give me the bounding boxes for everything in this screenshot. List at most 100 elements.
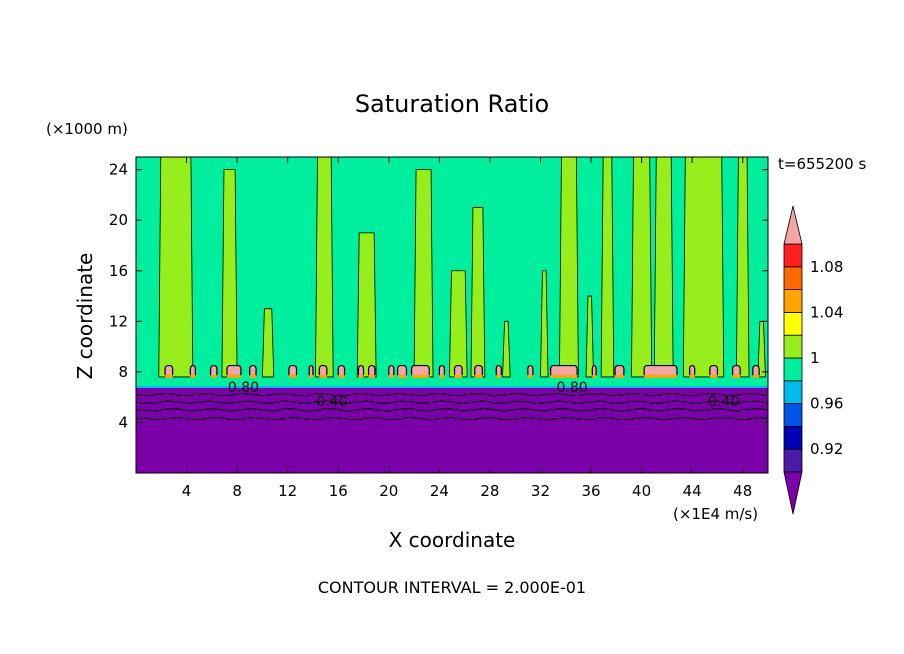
supersaturated-column: [470, 207, 486, 378]
supersaturated-column: [502, 320, 511, 378]
cloud-base-band: [288, 374, 297, 378]
colorbar-under-arrow: [783, 471, 803, 515]
x-tick-label: 12: [278, 482, 297, 500]
supersaturated-column: [682, 157, 725, 378]
cloud-base-band: [550, 374, 578, 378]
x-tick-label: 40: [632, 482, 651, 500]
x-tick-label: 24: [430, 482, 449, 500]
cloud-base-band: [319, 374, 327, 378]
cloud-base-band: [249, 374, 257, 378]
y-axis-label: Z coordinate: [73, 253, 97, 380]
cloud-base-band: [165, 374, 173, 378]
supersaturated-column: [449, 270, 468, 378]
x-tick-label: 16: [329, 482, 348, 500]
contour-line: [136, 416, 768, 421]
colorbar-swatch: [783, 266, 803, 290]
contour-label: 0.80: [556, 380, 587, 396]
contour-label: 0.40: [708, 394, 739, 410]
contour-interval-note: CONTOUR INTERVAL = 2.000E-01: [318, 578, 586, 597]
x-tick-label: 48: [733, 482, 752, 500]
supersaturated-column: [158, 157, 194, 378]
colorbar-over-arrow: [783, 205, 803, 245]
colorbar-swatch: [783, 334, 803, 359]
supersaturated-column: [356, 232, 377, 378]
x-axis-label: X coordinate: [389, 528, 516, 552]
saturation-field: 0.80 0.40 0.80 0.40: [136, 157, 768, 473]
cloud-base-band: [210, 374, 217, 378]
colorbar-tick-label: 1.08: [810, 258, 843, 276]
cloud-base-band: [615, 374, 624, 378]
contour-line: [136, 400, 768, 405]
cloud-base-band: [368, 374, 375, 378]
y-axis-unit: (×1000 m): [46, 120, 128, 138]
cloud-base-band: [190, 374, 196, 378]
supersaturated-column: [540, 270, 549, 378]
cloud-base-band: [338, 374, 345, 378]
cloud-base-band: [496, 374, 502, 378]
contour-line: [136, 407, 768, 412]
plot-frame: [135, 156, 769, 474]
supersaturated-column: [413, 169, 434, 378]
colorbar-tick-label: 0.92: [810, 440, 843, 458]
supersaturated-column: [315, 157, 334, 378]
cloud-base-band: [644, 374, 677, 378]
contour-label: 0.40: [316, 394, 347, 410]
supersaturated-column: [559, 157, 579, 378]
colorbar-swatch: [783, 380, 803, 404]
y-tick-label: 12: [109, 312, 128, 330]
cloud-base-band: [358, 374, 364, 378]
colorbar-swatch: [783, 289, 803, 313]
colorbar-swatch: [783, 311, 803, 336]
cloud-base-band: [454, 374, 463, 378]
colorbar-swatch: [783, 357, 803, 382]
supersaturated-column: [735, 157, 750, 378]
cloud-base-band: [474, 374, 483, 378]
supersaturated-column: [585, 295, 594, 378]
colorbar-tick-label: 1: [810, 349, 820, 367]
colorbar-swatch: [783, 425, 803, 450]
cloud-base-band: [411, 374, 430, 378]
supersaturated-column: [221, 169, 238, 378]
x-tick-label: 32: [531, 482, 550, 500]
supersaturated-column: [631, 157, 653, 378]
colorbar-swatch: [783, 403, 803, 427]
contour-line: [136, 392, 768, 397]
colorbar-tick-label: 1.04: [810, 303, 843, 321]
supersaturated-column: [261, 308, 275, 378]
cloud-base-band: [388, 374, 394, 378]
x-tick-label: 8: [232, 482, 242, 500]
colorbar-tick-label: 0.96: [810, 395, 843, 413]
time-label: t=655200 s: [778, 155, 866, 173]
cloud-base-band: [439, 374, 445, 378]
y-tick-label: 16: [109, 262, 128, 280]
x-tick-label: 20: [379, 482, 398, 500]
colorbar-swatch: [783, 448, 803, 473]
x-tick-label: 28: [480, 482, 499, 500]
y-tick-label: 8: [118, 363, 128, 381]
colorbar: 0.92 0.96 1 1.04 1.08: [783, 205, 843, 515]
cloud-base-band: [709, 374, 718, 378]
x-tick-label: 4: [182, 482, 192, 500]
x-axis-unit: (×1E4 m/s): [673, 505, 758, 523]
supersaturated-column: [653, 157, 674, 378]
cloud-base-band: [309, 374, 313, 378]
supersaturated-column: [600, 157, 615, 378]
cloud-base-band: [732, 374, 741, 378]
cloud-base-band: [752, 374, 760, 378]
x-tick-label: 36: [581, 482, 600, 500]
x-tick-label: 44: [683, 482, 702, 500]
colorbar-swatch: [783, 243, 803, 268]
y-tick-label: 4: [118, 413, 128, 431]
dry-layer: [136, 387, 768, 473]
cloud-base-band: [227, 374, 241, 378]
chart-title: Saturation Ratio: [355, 90, 549, 118]
cloud-base-band: [689, 374, 695, 378]
y-tick-label: 24: [109, 161, 128, 179]
cloud-base-band: [592, 374, 597, 378]
contour-label: 0.80: [228, 380, 259, 396]
y-tick-label: 20: [109, 211, 128, 229]
cloud-base-band: [397, 374, 407, 378]
cloud-base-band: [527, 374, 533, 378]
